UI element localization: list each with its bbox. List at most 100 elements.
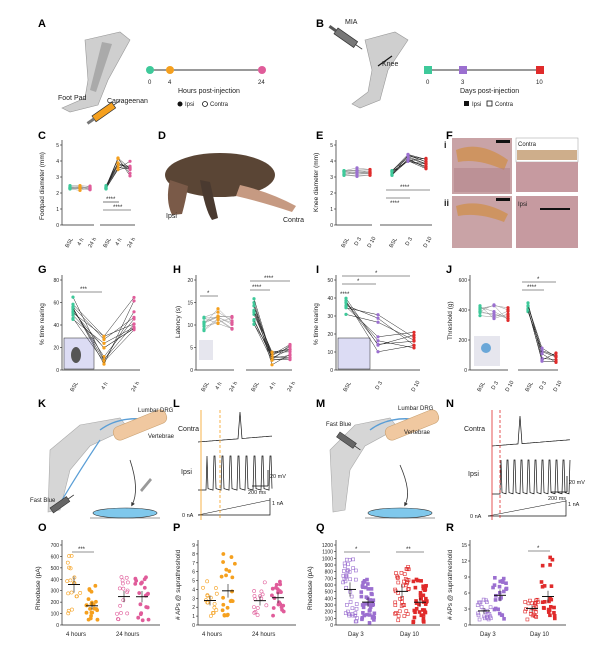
timeline-a-tick-0: 0 xyxy=(148,80,152,86)
p-point xyxy=(224,573,228,578)
i-trace xyxy=(345,306,415,338)
p-ytick-label: 5 xyxy=(192,579,195,585)
r-ytick-label: 12 xyxy=(461,559,467,565)
p-point xyxy=(229,555,234,559)
i-point xyxy=(376,335,380,339)
r-ytick-label: 15 xyxy=(461,543,467,549)
q-point xyxy=(402,572,407,576)
e-contra-point xyxy=(355,171,359,175)
e-xtick-d3: D 3 xyxy=(354,237,363,247)
histology-ipsi-label: Ipsi xyxy=(518,202,527,208)
q-point xyxy=(353,613,358,618)
panel-a: Foot Pad Foot Pad Carrageenan 0 4 24 Hou… xyxy=(58,31,266,125)
j-ipsi-point xyxy=(540,358,544,362)
r-point xyxy=(548,555,552,560)
panel-q: 0100200300400500600700800900100011001200… xyxy=(307,540,440,638)
current-n-one: 1 nA xyxy=(568,502,580,508)
g-point xyxy=(71,302,75,306)
panel-letter-c: C xyxy=(38,130,46,142)
j-ipsi-point xyxy=(526,308,530,312)
panel-n: Contra Ipsi 20 mV 200 ms 0 nA 1 nA xyxy=(464,410,585,520)
h-ipsi-point xyxy=(252,322,256,326)
panel-letter-p: P xyxy=(173,522,181,534)
j-xtick-d3-2: D 3 xyxy=(539,381,548,391)
i-sig-2: * xyxy=(357,279,360,285)
o-point xyxy=(120,581,125,586)
c-contra-point xyxy=(88,187,92,192)
g-sig: *** xyxy=(80,287,88,293)
r-point xyxy=(534,610,538,614)
g-point xyxy=(102,341,106,345)
o-point xyxy=(124,575,129,580)
timeline-a-tick-4: 4 xyxy=(168,80,172,86)
r-point xyxy=(504,581,508,585)
q-point xyxy=(402,614,407,618)
o-point xyxy=(78,591,83,595)
i-xtick-bsl: BSL xyxy=(343,381,353,393)
histology-contra-label: Contra xyxy=(518,142,537,148)
c-contra-point xyxy=(68,186,72,190)
o-ylabel: Rheobase (pA) xyxy=(35,566,42,610)
h-ytick-label: 10 xyxy=(187,323,193,329)
j-contra-point xyxy=(478,309,482,314)
panel-m: Lumbar DRG Vertebrae Fast Blue xyxy=(326,406,440,519)
p-point xyxy=(271,606,276,610)
g-point xyxy=(71,317,75,321)
c-ipsi-point xyxy=(104,186,108,190)
q-ytick-label: 1100 xyxy=(322,550,333,556)
r-point xyxy=(499,613,504,617)
o-point xyxy=(125,588,130,593)
o-point xyxy=(88,606,92,611)
i-point xyxy=(344,312,348,316)
o-point xyxy=(89,589,94,594)
j-sig-1: * xyxy=(537,277,540,283)
p-point xyxy=(252,605,256,609)
q-point xyxy=(393,603,398,607)
i-xtick-d10: D 10 xyxy=(411,380,422,393)
carrageenan-label: Carrageenan xyxy=(107,98,148,105)
p-point xyxy=(214,591,219,596)
e-sig-2: **** xyxy=(390,201,400,207)
q-point xyxy=(412,615,417,620)
q-point xyxy=(407,587,411,591)
i-ytick-label: 40 xyxy=(327,296,333,302)
r-point xyxy=(482,614,486,619)
q-point xyxy=(347,612,351,616)
h-contra-point xyxy=(230,327,234,331)
i-point xyxy=(344,300,348,304)
e-ytick-label: 4 xyxy=(330,159,333,165)
r-point xyxy=(484,600,489,604)
trace-n-contra xyxy=(491,415,571,447)
h-contra-point xyxy=(230,321,234,325)
e-y-ticks: 0 1 2 3 4 5 xyxy=(330,143,336,229)
o-point xyxy=(121,598,126,602)
j-contra-point xyxy=(506,312,510,316)
trace-l-contra-label: Contra xyxy=(178,426,199,433)
j-ipsi-point xyxy=(554,351,558,355)
scalebar-n-t-label: 200 ms xyxy=(548,496,566,502)
q-point xyxy=(406,578,411,582)
o-point xyxy=(89,613,93,618)
r-point xyxy=(497,584,502,589)
r-point xyxy=(549,597,554,602)
r-point xyxy=(488,605,493,610)
q-point xyxy=(394,611,398,615)
i-point xyxy=(376,350,380,354)
e-xtick-d3-2: D 3 xyxy=(405,237,414,247)
g-point xyxy=(132,295,136,300)
histology-contra-image xyxy=(516,162,578,192)
q-point xyxy=(406,565,410,569)
o-ytick-label: 300 xyxy=(51,589,60,595)
p-point xyxy=(205,579,210,584)
q-point xyxy=(372,611,377,616)
q-point xyxy=(348,577,352,582)
o-point xyxy=(69,553,74,558)
o-ytick-label: 0 xyxy=(56,623,59,629)
r-point xyxy=(493,598,498,602)
q-point xyxy=(347,557,352,562)
c-xtick-24h-2: 24 h xyxy=(127,237,138,249)
p-ytick-label: 4 xyxy=(192,587,195,593)
h-ipsi-point xyxy=(288,347,292,351)
